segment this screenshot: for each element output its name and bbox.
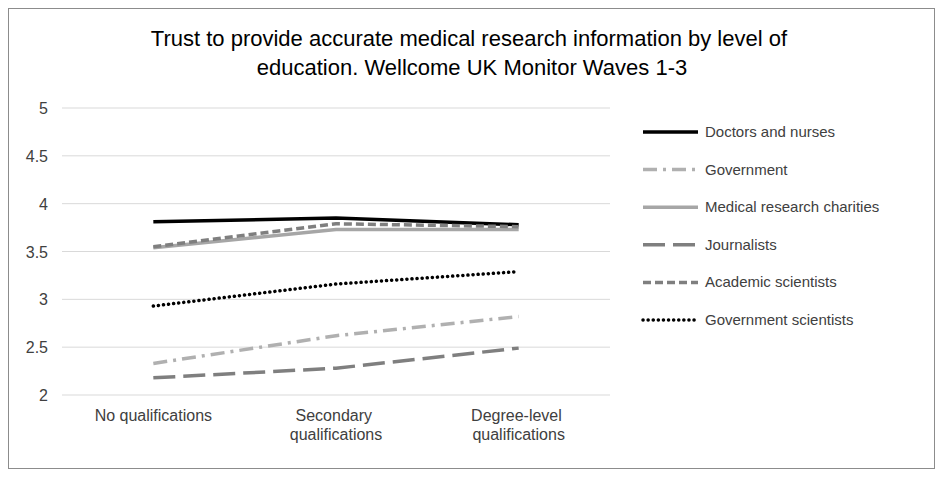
series-group <box>153 218 518 378</box>
legend-swatch <box>643 205 698 209</box>
y-tick-label: 3 <box>39 291 48 308</box>
series-line <box>153 272 518 306</box>
title: Trust to provide accurate medical resear… <box>151 26 793 80</box>
legend-label: Government scientists <box>705 311 853 328</box>
grid-line <box>62 251 610 252</box>
series-line <box>153 317 518 364</box>
chart: Trust to provide accurate medical resear… <box>0 0 943 477</box>
grid-line <box>62 108 610 109</box>
grid-line <box>62 299 610 300</box>
grid-line <box>62 347 610 348</box>
x-tick-label: No qualifications <box>95 407 212 424</box>
y-tick-label: 4.5 <box>26 148 48 165</box>
legend-label: Academic scientists <box>705 273 837 290</box>
x-tick-label: Degree-level qualifications <box>471 407 566 443</box>
legend-swatch <box>643 168 698 172</box>
grid-line <box>62 155 610 156</box>
legend-label: Government <box>705 161 788 178</box>
grid-line <box>62 395 610 396</box>
legend-swatch <box>643 318 698 322</box>
y-tick-label: 5 <box>39 100 48 117</box>
series-line <box>153 348 518 378</box>
y-tick-label: 3.5 <box>26 244 48 261</box>
legend-label: Doctors and nurses <box>705 123 835 140</box>
y-tick-label: 2 <box>39 387 48 404</box>
y-tick-label: 4 <box>39 196 48 213</box>
x-tick-label: Secondary qualifications <box>290 407 383 443</box>
legend-label: Journalists <box>705 236 777 253</box>
frame <box>9 9 935 469</box>
legend-swatch <box>643 281 698 285</box>
legend-swatch <box>643 130 698 134</box>
y-tick-label: 2.5 <box>26 339 48 356</box>
legend-label: Medical research charities <box>705 198 879 215</box>
series-line <box>153 224 518 247</box>
grid-line <box>62 203 610 204</box>
legend-swatch <box>643 243 698 247</box>
